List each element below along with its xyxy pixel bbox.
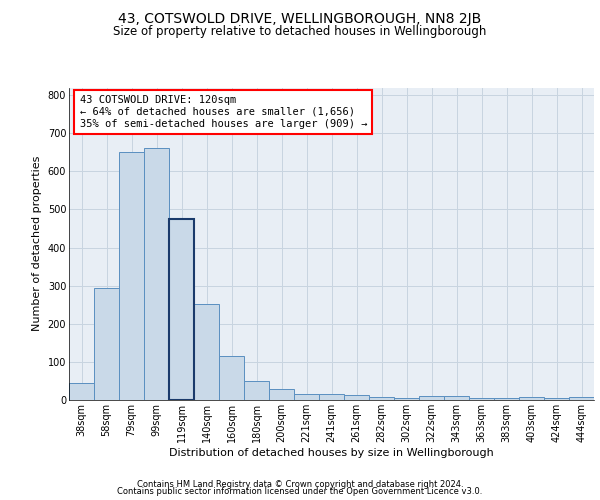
Text: 43 COTSWOLD DRIVE: 120sqm
← 64% of detached houses are smaller (1,656)
35% of se: 43 COTSWOLD DRIVE: 120sqm ← 64% of detac… [79,96,367,128]
Bar [169,219,194,400]
Bar [219,356,244,400]
Bar [119,152,144,400]
Bar [94,288,119,400]
Y-axis label: Number of detached properties: Number of detached properties [32,156,42,332]
Bar [369,397,394,400]
Text: Size of property relative to detached houses in Wellingborough: Size of property relative to detached ho… [113,25,487,38]
Text: 43, COTSWOLD DRIVE, WELLINGBOROUGH, NN8 2JB: 43, COTSWOLD DRIVE, WELLINGBOROUGH, NN8 … [118,12,482,26]
Bar [469,398,494,400]
Bar [419,396,444,400]
Bar [444,396,469,400]
Bar [269,390,294,400]
Bar [544,398,569,400]
Bar [569,397,594,400]
Bar [294,394,319,400]
Bar [169,219,194,400]
Bar [519,397,544,400]
Bar [244,381,269,400]
Bar [69,383,94,400]
Bar [494,398,519,400]
Text: Contains public sector information licensed under the Open Government Licence v3: Contains public sector information licen… [118,487,482,496]
Bar [144,148,169,400]
X-axis label: Distribution of detached houses by size in Wellingborough: Distribution of detached houses by size … [169,448,494,458]
Bar [394,398,419,400]
Bar [319,394,344,400]
Bar [344,396,369,400]
Bar [194,304,219,400]
Text: Contains HM Land Registry data © Crown copyright and database right 2024.: Contains HM Land Registry data © Crown c… [137,480,463,489]
